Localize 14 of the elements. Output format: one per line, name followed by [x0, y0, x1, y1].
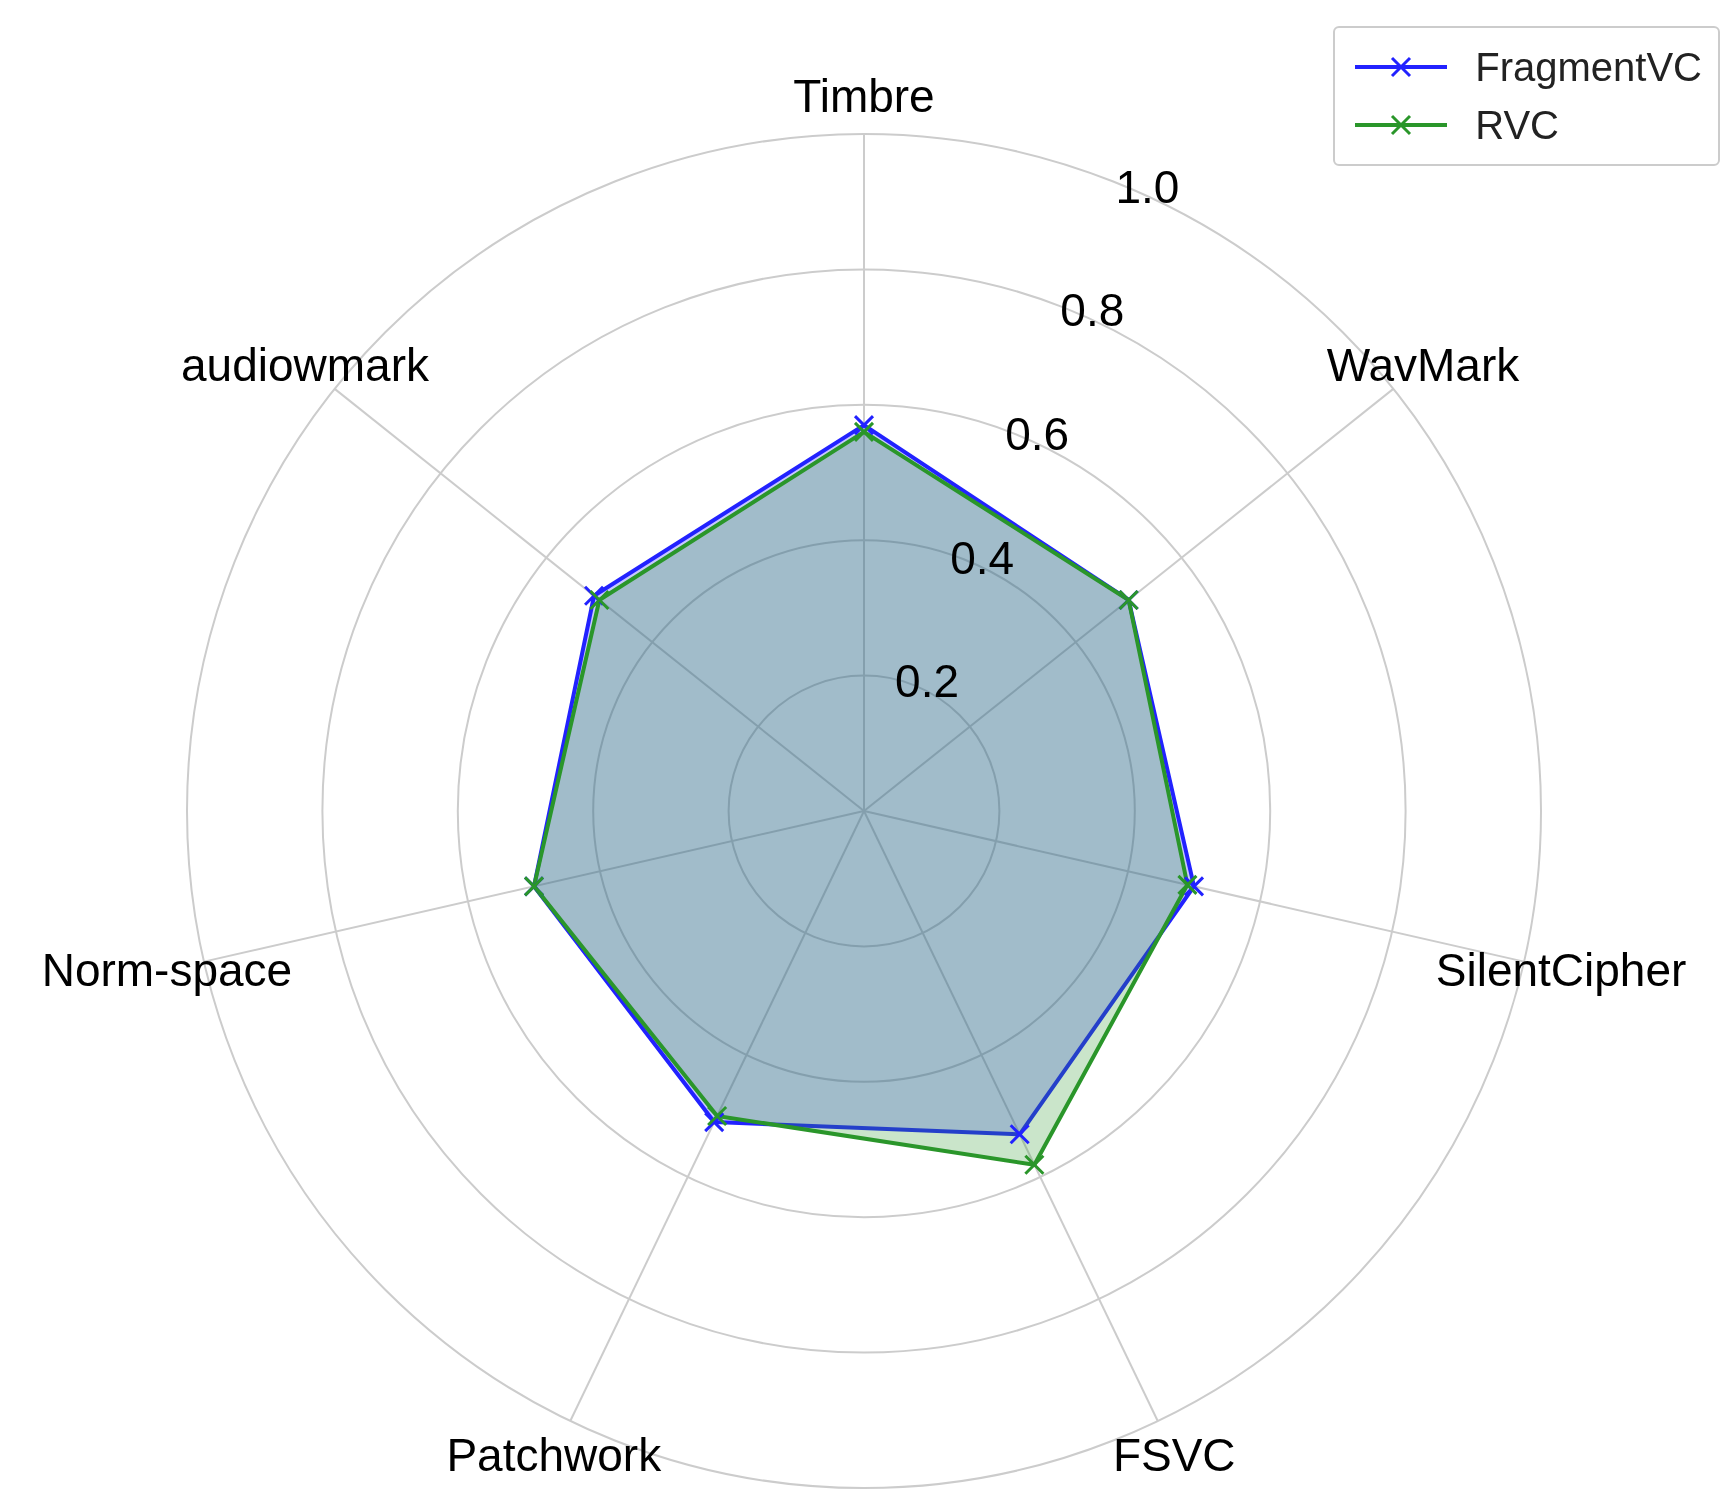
legend-label: RVC — [1475, 102, 1559, 148]
y-tick-label: 0.2 — [895, 655, 960, 708]
y-tick-label: 1.0 — [1115, 160, 1180, 213]
spoke-label: FSVC — [1112, 1429, 1236, 1482]
y-tick-label: 0.4 — [950, 531, 1015, 584]
spoke-label: Timbre — [793, 70, 935, 122]
spoke-label: Patchwork — [446, 1429, 663, 1482]
spoke-label: Norm-space — [41, 944, 293, 997]
y-tick-label: 0.8 — [1060, 284, 1125, 337]
y-tick-label: 0.6 — [1005, 407, 1070, 460]
spoke-label: SilentCipher — [1435, 944, 1687, 997]
spoke-label: audiowmark — [180, 339, 430, 392]
legend-label: FragmentVC — [1475, 44, 1702, 90]
spoke-label: WavMark — [1326, 339, 1521, 392]
